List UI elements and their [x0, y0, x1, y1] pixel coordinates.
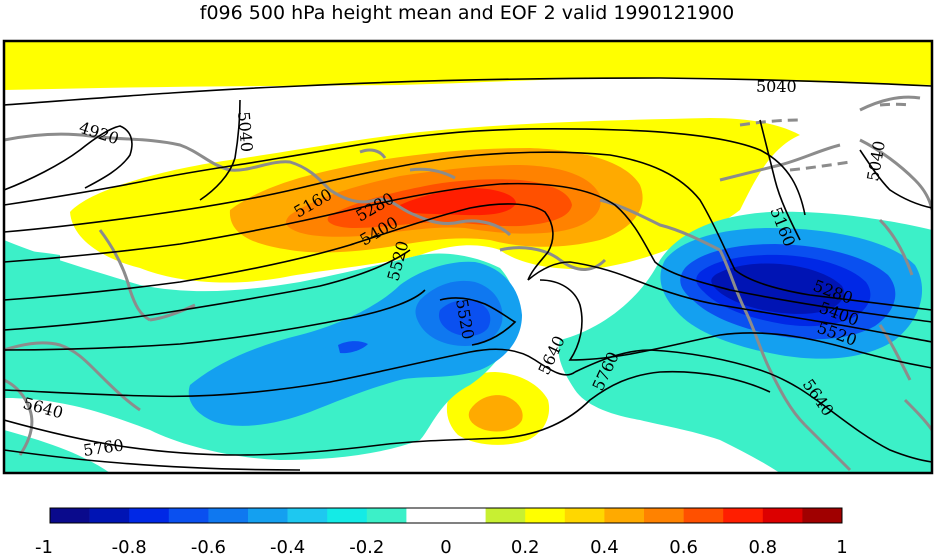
- contour-5160: [4, 151, 932, 311]
- colorbar-swatch: [446, 508, 486, 523]
- contour-5640-east: [574, 349, 932, 463]
- contour-5040-east: [759, 119, 801, 241]
- negative-anomaly-light-blue-tip: [320, 337, 385, 372]
- colorbar-tick-label: 0.4: [590, 537, 619, 558]
- colorbar-swatch: [683, 508, 724, 523]
- contour-5520-lower: [4, 289, 426, 351]
- colorbar-swatch: [564, 508, 605, 523]
- colorbar-swatch: [50, 508, 90, 523]
- height-contours: [4, 77, 932, 471]
- colorbar-swatch: [129, 508, 170, 523]
- colorbar-tick-label: -0.2: [349, 537, 384, 558]
- contour-5520-east: [539, 279, 932, 369]
- contour-5760: [4, 370, 771, 456]
- colorbar: [49, 507, 843, 524]
- colorbar-swatch: [89, 508, 130, 523]
- colorbar-swatch: [525, 508, 566, 523]
- colorbar-tick-label: 0: [440, 537, 451, 558]
- contour-5640: [4, 348, 576, 398]
- contour-5040-ne: [859, 149, 932, 209]
- colorbar-swatch: [604, 508, 645, 523]
- colorbar-tick-label: 0.6: [669, 537, 698, 558]
- dashed-coastlines: [739, 102, 911, 172]
- map-plot-area: 4920 5040 5040 5040 5160 5160 5280 5280 …: [4, 41, 932, 473]
- contour-label: 5040: [756, 77, 797, 96]
- contour-5520-upper: [4, 249, 411, 331]
- colorbar-swatch: [644, 508, 684, 523]
- colorbar-swatch: [366, 508, 407, 523]
- colorbar-tick-label: -0.8: [112, 537, 147, 558]
- colorbar-tick-label: -1: [35, 537, 53, 558]
- colorbar-tick-label: -0.4: [270, 537, 305, 558]
- colorbar-frame: [49, 507, 843, 524]
- contour-5040-west: [199, 99, 241, 201]
- negative-anomaly-sliver: [338, 341, 368, 354]
- colorbar-tick-label: 0.8: [748, 537, 777, 558]
- colorbar-swatch: [802, 508, 843, 523]
- colorbar-swatch: [208, 508, 249, 523]
- contour-5040: [4, 77, 932, 106]
- negative-anomaly-southwest: [4, 430, 110, 473]
- contour-5280: [4, 182, 932, 323]
- colorbar-swatch: [406, 508, 447, 523]
- colorbar-swatch: [327, 508, 368, 523]
- colorbar-tick-label: 1: [836, 537, 847, 558]
- map-frame: [2, 39, 934, 475]
- colorbar-ticks: -1 -0.8 -0.6 -0.4 -0.2 0 0.2 0.4 0.6 0.8 1: [35, 537, 848, 558]
- contour-label: 5040: [234, 111, 256, 153]
- map-title: f096 500 hPa height mean and EOF 2 valid…: [199, 2, 735, 24]
- colorbar-swatch: [485, 508, 526, 523]
- negative-anomaly-core: [438, 300, 491, 336]
- contour-5760-se: [4, 449, 301, 471]
- contour-4920: [4, 125, 133, 191]
- colorbar-swatch: [168, 508, 209, 523]
- colorbar-swatch: [762, 508, 803, 523]
- colorbar-swatch: [248, 508, 288, 523]
- colorbar-tick-label: -0.6: [191, 537, 226, 558]
- positive-anomaly-peak: [400, 188, 516, 216]
- contour-5400: [4, 203, 554, 301]
- positive-anomaly-south-core: [468, 395, 523, 432]
- contour-5040-arc: [4, 128, 806, 216]
- colorbar-swatch: [287, 508, 328, 523]
- colorbar-tick-label: 0.2: [511, 537, 540, 558]
- colorbar-swatch: [723, 508, 764, 523]
- contour-5520-low: [439, 297, 517, 346]
- negative-anomaly-west-wedge: [4, 248, 60, 318]
- contour-5400-east: [527, 261, 932, 343]
